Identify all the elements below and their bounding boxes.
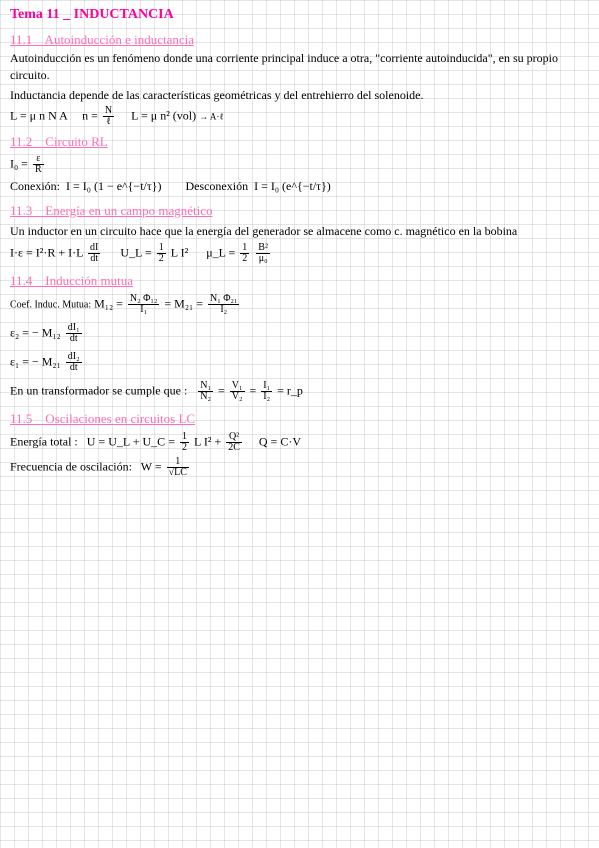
s4-m21-frac: N₁ Φ₂₁ I₂	[208, 294, 240, 315]
s5-freq-lhs: W =	[141, 459, 162, 473]
s3-fc-frac2: B² μ₀	[256, 243, 270, 264]
s5-etot-frac1: 1 2	[180, 432, 189, 453]
s4-eq: = M₂₁ =	[164, 296, 203, 310]
frac-num: ε	[33, 154, 44, 165]
frac-den: I₁	[128, 305, 160, 315]
frac-den: 2	[180, 443, 189, 453]
s3-fb-tail: L I²	[171, 246, 188, 260]
s1-f1b-lhs: n =	[82, 108, 98, 122]
frac-den: ℓ	[103, 117, 114, 127]
s2-i0-lhs: I₀ =	[10, 156, 28, 170]
s3-fb-lhs: U_L =	[120, 246, 151, 260]
s2-desconex: I = I₀ (e^{−t/τ})	[254, 179, 331, 193]
frac-den: dt	[66, 334, 82, 344]
frac-den: R	[33, 165, 44, 175]
frac-den: I₂	[208, 305, 240, 315]
s1-f1a: L = μ n N A	[10, 108, 67, 122]
frac-den: dt	[66, 363, 82, 373]
frac-den: V₂	[230, 392, 245, 402]
s3-fa: I·ε = I²·R + I·L	[10, 246, 83, 260]
frac-num: 1	[180, 432, 189, 443]
s5-etot-label: Energía total :	[10, 434, 78, 448]
s5-etot-frac2: Q² 2C	[226, 432, 242, 453]
frac-den: 2	[240, 254, 249, 264]
page-title: Tema 11 _ INDUCTANCIA	[10, 6, 589, 25]
s2-conex: I = I₀ (1 − e^{−t/τ})	[66, 179, 161, 193]
s3-paragraph-1: Un inductor en un circuito hace que la e…	[10, 223, 589, 239]
s4-e1-lhs: ε₁ = − M₂₁	[10, 354, 61, 368]
s1-f1b-frac: N ℓ	[103, 106, 114, 127]
section-11-5-head: 11.5 _ Oscilaciones en circuitos LC	[10, 410, 589, 428]
s4-m12-lhs: M₁₂ =	[94, 296, 123, 310]
frac-den: √LC	[167, 468, 189, 478]
s1-f1c: L = μ n² (vol)	[131, 108, 196, 122]
s2-conexion-row: Conexión: I = I₀ (1 − e^{−t/τ}) Desconex…	[10, 178, 589, 194]
s5-freq-label: Frecuencia de oscilación:	[10, 459, 132, 473]
s2-i0-frac: ε R	[33, 154, 44, 175]
s5-etot-row: Energía total : U = U_L + U_C = 1 2 L I²…	[10, 432, 589, 453]
s2-i0: I₀ = ε R	[10, 154, 589, 175]
frac-den: 2C	[226, 443, 242, 453]
s4-t-tail: = r_p	[277, 383, 303, 397]
frac-num: 1	[167, 457, 189, 468]
section-11-1-head: 11.1 _ Autoinducción e inductancia	[10, 31, 589, 49]
frac-den: μ₀	[256, 254, 270, 264]
s3-formulas: I·ε = I²·R + I·L dI dt U_L = 1 2 L I² μ_…	[10, 243, 589, 264]
s4-e2-row: ε₂ = − M₁₂ dI₁ dt	[10, 323, 589, 344]
s4-trafo-label: En un transformador se cumple que :	[10, 383, 187, 397]
s5-q-eq: Q = C·V	[259, 434, 301, 448]
s1-paragraph-2: Inductancia depende de las característic…	[10, 87, 589, 103]
s1-paragraph-1: Autoinducción es un fenómeno donde una c…	[10, 50, 589, 82]
s3-fc-frac1: 1 2	[240, 243, 249, 264]
s4-trafo-row: En un transformador se cumple que : N₁ N…	[10, 381, 589, 402]
s4-t2-frac: V₁ V₂	[230, 381, 245, 402]
s1-f1c-tail: → A·ℓ	[199, 111, 224, 121]
s5-etot-a: U = U_L + U_C =	[87, 434, 175, 448]
s4-coef-label: Coef. Induc. Mutua:	[10, 299, 91, 310]
s2-conex-label: Conexión:	[10, 179, 60, 193]
section-11-3-head: 11.3 _ Energía en un campo magnético	[10, 202, 589, 220]
s3-fb-frac: 1 2	[157, 243, 166, 264]
s4-e2-frac: dI₁ dt	[66, 323, 82, 344]
frac-den: dt	[88, 254, 100, 264]
s4-coef-row: Coef. Induc. Mutua: M₁₂ = N₂ Φ₁₂ I₁ = M₂…	[10, 294, 589, 315]
s5-freq-frac: 1 √LC	[167, 457, 189, 478]
s5-etot-mid: L I² +	[194, 434, 224, 448]
s4-e2-lhs: ε₂ = − M₁₂	[10, 325, 61, 339]
s3-fc-lhs: μ_L =	[206, 246, 235, 260]
frac-den: I₂	[261, 392, 272, 402]
s3-fa-frac: dI dt	[88, 243, 100, 264]
section-11-2-head: 11.2 _ Circuito RL	[10, 133, 589, 151]
frac-den: N₂	[198, 392, 213, 402]
frac-num: Q²	[226, 432, 242, 443]
s1-formulas: L = μ n N A n = N ℓ L = μ n² (vol) → A·ℓ	[10, 106, 589, 127]
s2-desconex-label: Desconexión	[185, 179, 248, 193]
s4-e1-row: ε₁ = − M₂₁ dI₂ dt	[10, 352, 589, 373]
frac-den: 2	[157, 254, 166, 264]
section-11-4-head: 11.4 _ Inducción mutua	[10, 272, 589, 290]
s4-t1-frac: N₁ N₂	[198, 381, 213, 402]
s4-t3-frac: I₁ I₂	[261, 381, 272, 402]
s4-e1-frac: dI₂ dt	[66, 352, 82, 373]
s5-freq-row: Frecuencia de oscilación: W = 1 √LC	[10, 457, 589, 478]
s4-m12a-frac: N₂ Φ₁₂ I₁	[128, 294, 160, 315]
